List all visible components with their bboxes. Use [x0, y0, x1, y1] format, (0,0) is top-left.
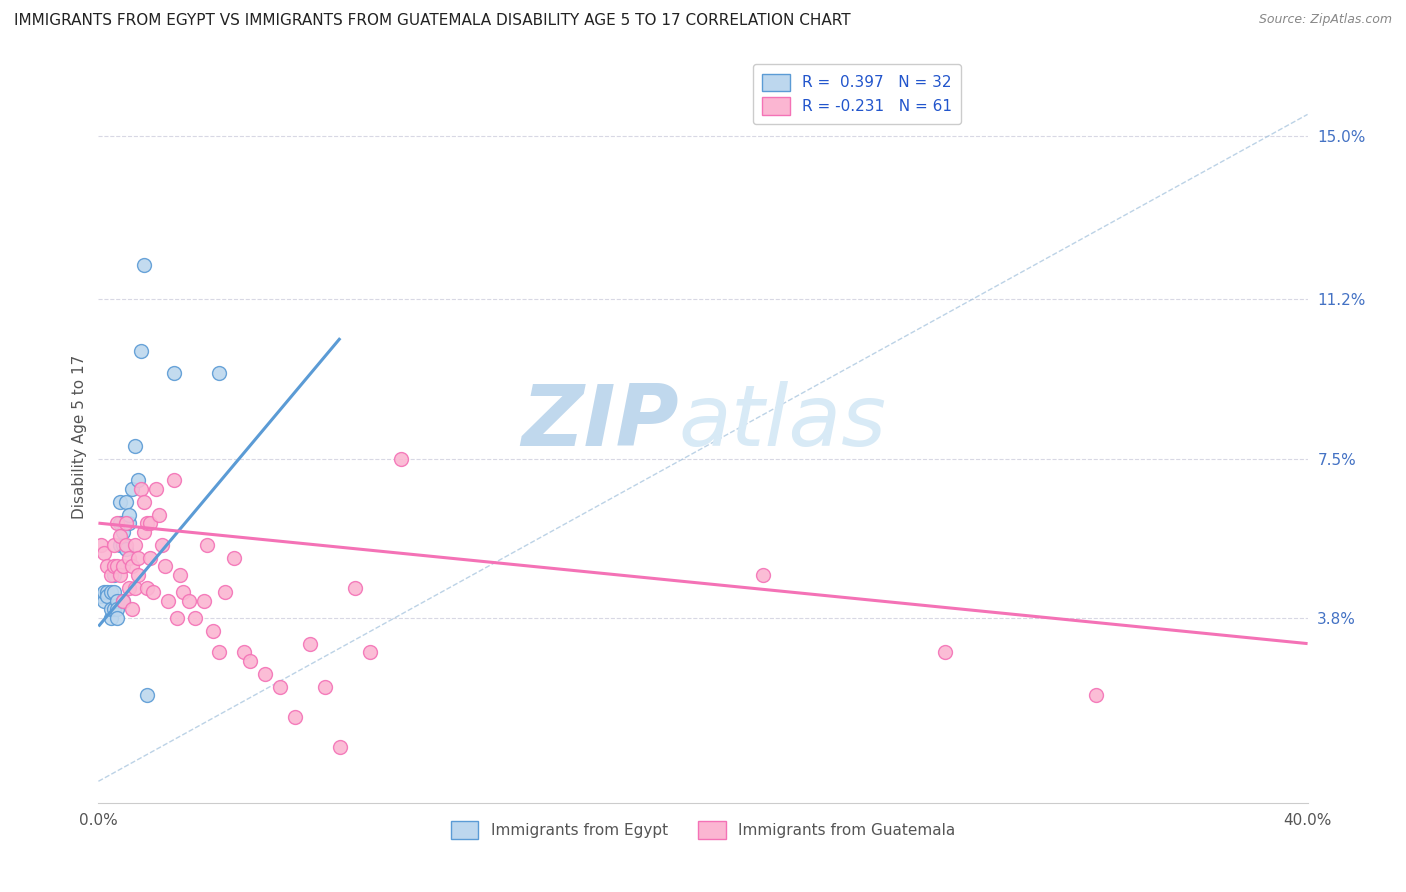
- Point: [253, 666, 276, 681]
- Point: [184, 611, 207, 625]
- Text: atlas: atlas: [679, 381, 887, 464]
- Point: [90, 589, 112, 603]
- Point: [93, 585, 115, 599]
- Point: [156, 593, 179, 607]
- Point: [121, 602, 143, 616]
- Point: [111, 559, 134, 574]
- Point: [129, 482, 152, 496]
- Point: [163, 366, 186, 380]
- Point: [195, 538, 218, 552]
- Point: [96, 589, 118, 603]
- Point: [124, 538, 146, 552]
- Point: [148, 508, 170, 522]
- Point: [108, 567, 131, 582]
- Point: [100, 611, 122, 625]
- Point: [232, 645, 254, 659]
- Point: [96, 559, 118, 574]
- Point: [103, 567, 125, 582]
- Point: [121, 482, 143, 496]
- Y-axis label: Disability Age 5 to 17: Disability Age 5 to 17: [72, 355, 87, 519]
- Point: [105, 611, 128, 625]
- Point: [108, 516, 131, 530]
- Point: [100, 602, 122, 616]
- Point: [269, 680, 291, 694]
- Point: [135, 688, 157, 702]
- Point: [108, 538, 131, 552]
- Point: [239, 654, 262, 668]
- Point: [135, 581, 157, 595]
- Point: [105, 516, 128, 530]
- Point: [108, 529, 131, 543]
- Point: [103, 538, 125, 552]
- Point: [90, 538, 112, 552]
- Point: [100, 567, 122, 582]
- Legend: Immigrants from Egypt, Immigrants from Guatemala: Immigrants from Egypt, Immigrants from G…: [443, 814, 963, 847]
- Point: [314, 680, 336, 694]
- Point: [121, 559, 143, 574]
- Point: [105, 559, 128, 574]
- Point: [193, 593, 215, 607]
- Point: [208, 645, 231, 659]
- Point: [108, 494, 131, 508]
- Point: [114, 516, 136, 530]
- Point: [166, 611, 188, 625]
- Point: [127, 550, 149, 565]
- Point: [139, 550, 162, 565]
- Point: [142, 585, 165, 599]
- Point: [93, 546, 115, 560]
- Point: [132, 258, 155, 272]
- Point: [752, 567, 775, 582]
- Point: [96, 585, 118, 599]
- Point: [208, 366, 231, 380]
- Point: [389, 451, 412, 466]
- Point: [934, 645, 956, 659]
- Text: ZIP: ZIP: [522, 381, 679, 464]
- Point: [214, 585, 236, 599]
- Point: [124, 439, 146, 453]
- Point: [118, 550, 141, 565]
- Point: [172, 585, 194, 599]
- Point: [127, 567, 149, 582]
- Point: [105, 593, 128, 607]
- Point: [103, 559, 125, 574]
- Point: [163, 473, 186, 487]
- Point: [179, 593, 201, 607]
- Point: [118, 516, 141, 530]
- Point: [114, 538, 136, 552]
- Point: [118, 581, 141, 595]
- Point: [118, 508, 141, 522]
- Text: IMMIGRANTS FROM EGYPT VS IMMIGRANTS FROM GUATEMALA DISABILITY AGE 5 TO 17 CORREL: IMMIGRANTS FROM EGYPT VS IMMIGRANTS FROM…: [14, 13, 851, 29]
- Point: [124, 581, 146, 595]
- Text: Source: ZipAtlas.com: Source: ZipAtlas.com: [1258, 13, 1392, 27]
- Point: [114, 494, 136, 508]
- Point: [111, 593, 134, 607]
- Point: [329, 739, 352, 754]
- Point: [103, 585, 125, 599]
- Point: [299, 637, 322, 651]
- Point: [360, 645, 382, 659]
- Point: [153, 559, 176, 574]
- Point: [1085, 688, 1108, 702]
- Point: [139, 516, 162, 530]
- Point: [135, 516, 157, 530]
- Point: [344, 581, 367, 595]
- Point: [202, 624, 225, 638]
- Point: [111, 538, 134, 552]
- Point: [169, 567, 191, 582]
- Point: [132, 524, 155, 539]
- Point: [132, 494, 155, 508]
- Point: [105, 602, 128, 616]
- Point: [103, 602, 125, 616]
- Point: [284, 710, 307, 724]
- Point: [111, 524, 134, 539]
- Point: [127, 473, 149, 487]
- Point: [129, 344, 152, 359]
- Point: [150, 538, 173, 552]
- Point: [145, 482, 167, 496]
- Point: [93, 593, 115, 607]
- Point: [100, 585, 122, 599]
- Point: [111, 593, 134, 607]
- Point: [114, 541, 136, 556]
- Point: [224, 550, 246, 565]
